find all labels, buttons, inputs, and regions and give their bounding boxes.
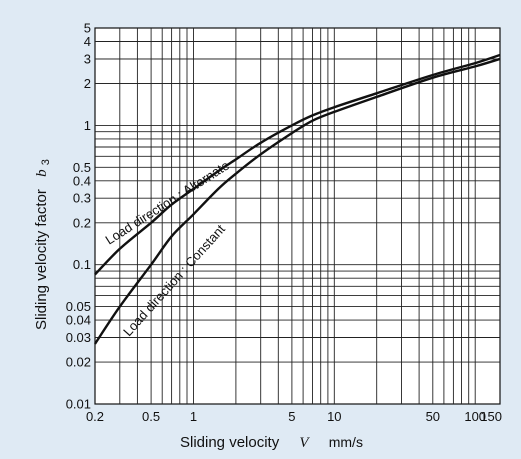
y-tick-label: 0.01 xyxy=(66,397,91,412)
y-axis-symbol: b xyxy=(34,169,50,177)
x-tick-label: 0.2 xyxy=(86,409,104,424)
y-axis-title: Sliding velocity factor b 3 xyxy=(33,159,52,330)
x-tick-label: 0.5 xyxy=(142,409,160,424)
x-axis-symbol: V xyxy=(299,435,310,451)
grid xyxy=(95,28,500,404)
y-tick-label: 0.3 xyxy=(73,191,91,206)
y-tick-label: 0.1 xyxy=(73,257,91,272)
y-tick-labels: 0.01 0.02 0.03 0.040.05 0.1 0.2 0.3 0.40.5 1 2 3 45 xyxy=(66,21,91,412)
y-tick-label: 0.5 xyxy=(73,160,91,175)
y-tick-label: 4 xyxy=(84,34,91,49)
y-axis-symbol-sub: 3 xyxy=(40,159,52,165)
x-axis-unit: mm/s xyxy=(329,434,363,450)
y-tick-label: 0.04 xyxy=(66,313,91,328)
series-line-alternate xyxy=(94,53,501,276)
x-axis-title-label: Sliding velocity xyxy=(180,434,280,451)
series-line-constant xyxy=(93,57,501,345)
y-tick-label: 2 xyxy=(84,76,91,91)
y-tick-label: 0.05 xyxy=(66,299,91,314)
y-tick-label: 1 xyxy=(84,118,91,133)
x-tick-label: 1 xyxy=(190,409,197,424)
y-tick-label: 0.4 xyxy=(73,173,91,188)
x-tick-label: 10 xyxy=(327,409,341,424)
y-tick-label: 0.02 xyxy=(66,355,91,370)
x-tick-label: 100 xyxy=(464,409,486,424)
y-tick-label: 0.2 xyxy=(73,215,91,230)
x-axis-title: Sliding velocity V mm/s xyxy=(180,434,363,451)
y-tick-label: 3 xyxy=(84,51,91,66)
y-tick-label: 5 xyxy=(84,21,91,36)
series-layer xyxy=(93,53,501,345)
x-tick-label: 5 xyxy=(288,409,295,424)
y-axis-title-label: Sliding velocity factor xyxy=(33,189,50,330)
x-tick-label: 150 xyxy=(480,409,502,424)
x-tick-label: 50 xyxy=(426,409,440,424)
y-tick-label: 0.03 xyxy=(66,330,91,345)
